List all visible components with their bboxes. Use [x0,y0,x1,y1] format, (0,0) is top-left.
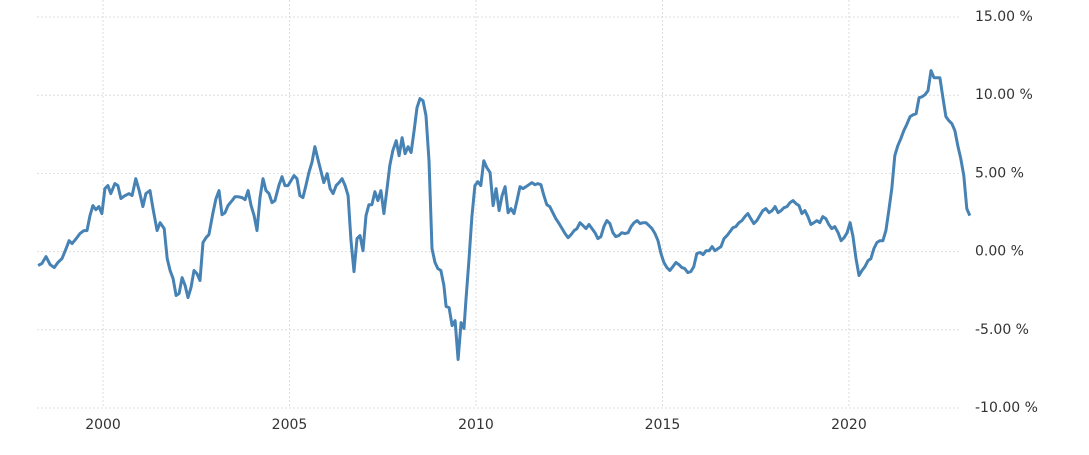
x-tick-label: 2015 [645,417,681,433]
y-tick-label: -5.00 % [975,322,1029,338]
x-tick-label: 2005 [272,417,308,433]
x-tick-label: 2000 [85,417,121,433]
y-tick-label: 15.00 % [975,9,1033,25]
y-tick-label: 0.00 % [975,244,1024,260]
y-tick-label: -10.00 % [975,400,1038,416]
data-line [37,69,972,361]
y-tick-label: 5.00 % [975,165,1024,181]
y-tick-label: 10.00 % [975,87,1033,103]
x-tick-label: 2010 [458,417,494,433]
x-tick-label: 2020 [831,417,867,433]
